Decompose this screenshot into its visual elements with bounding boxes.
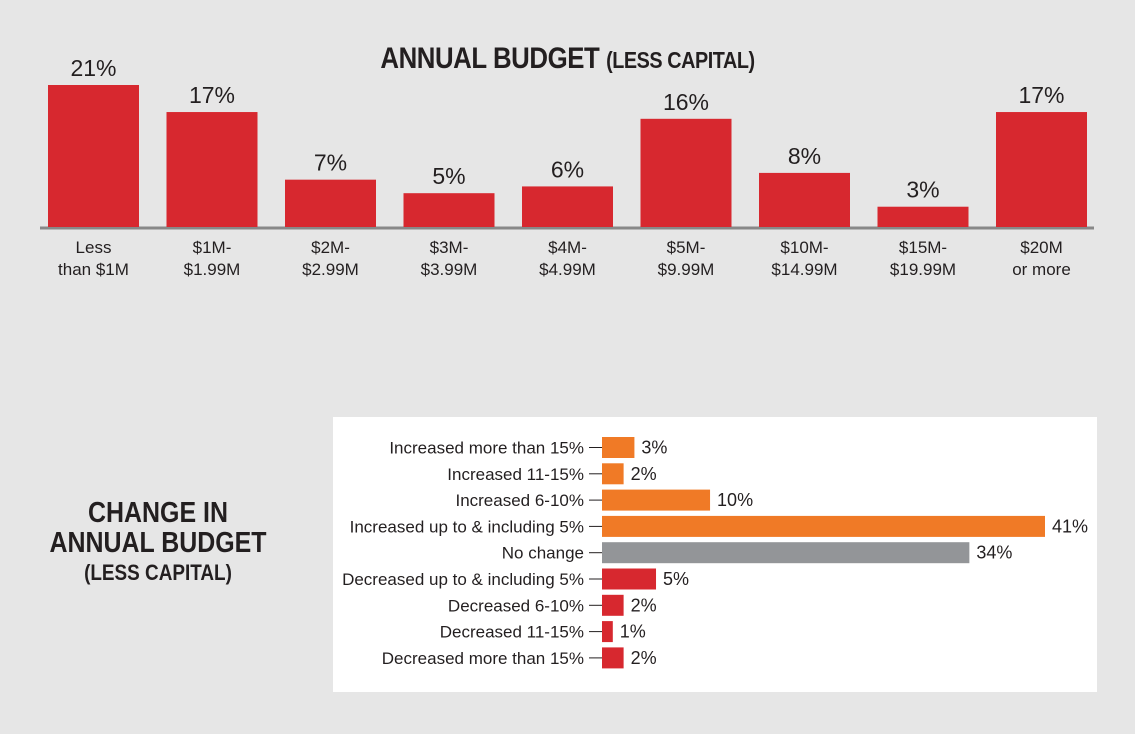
chart-title: ANNUAL BUDGET (LESS CAPITAL) [79, 42, 1055, 76]
x-tick-label: $1.99M [184, 260, 241, 279]
bar [602, 437, 635, 458]
x-tick-label: $14.99M [771, 260, 837, 279]
bar [403, 193, 495, 227]
bar [602, 489, 711, 511]
bar-value-label: 5% [432, 163, 465, 189]
bar-value-label: 41% [1052, 516, 1088, 536]
bar-value-label: 2% [631, 595, 657, 615]
bar [602, 594, 624, 616]
bar [602, 515, 1045, 537]
change-chart-title-line-2: ANNUAL BUDGET [49, 527, 267, 559]
change-chart-panel: Increased more than 15% 3% Increased 11-15… [333, 417, 1097, 692]
y-tick-label: Increased more than 15% [389, 439, 584, 458]
change-chart-subtitle: (LESS CAPITAL) [84, 560, 232, 585]
bar-value-label: 8% [788, 143, 821, 169]
y-tick-label: Increased 11-15% [447, 465, 584, 484]
y-tick-label: Increased up to & including 5% [350, 517, 584, 536]
bar [602, 463, 624, 485]
y-tick-label: No change [502, 544, 584, 563]
x-tick-label: $19.99M [890, 260, 956, 279]
bar [602, 542, 970, 564]
x-tick-label: than $1M [58, 260, 129, 279]
chart-title-main: ANNUAL BUDGET [380, 42, 600, 75]
bar-value-label: 1% [620, 622, 646, 642]
bar-value-label: 2% [631, 464, 657, 484]
bar [996, 112, 1087, 227]
bar-value-label: 2% [631, 648, 657, 668]
x-tick-label: $4M- [548, 238, 587, 257]
x-tick-label: Less [76, 238, 112, 257]
bar-value-label: 34% [976, 543, 1012, 563]
x-tick-label: $10M- [780, 238, 828, 257]
bar [48, 85, 139, 227]
bar [602, 621, 613, 643]
y-tick-label: Decreased 6-10% [448, 596, 584, 615]
x-tick-label: or more [1012, 260, 1071, 279]
x-tick-label: $3M- [430, 238, 469, 257]
y-tick-label: Decreased up to & including 5% [342, 570, 584, 589]
bar-value-label: 21% [70, 55, 116, 81]
bar [759, 172, 850, 227]
x-tick-label: $2.99M [302, 260, 359, 279]
bar-value-label: 16% [663, 89, 709, 115]
x-tick-label: $15M- [899, 238, 947, 257]
x-tick-label: $4.99M [539, 260, 596, 279]
bar [285, 179, 376, 227]
bar-value-label: 7% [314, 150, 347, 176]
y-tick-label: Decreased 11-15% [440, 623, 584, 642]
bar [602, 568, 657, 590]
x-tick-label: $3.99M [421, 260, 478, 279]
x-tick-label: $9.99M [658, 260, 715, 279]
x-tick-label: $1M- [193, 238, 232, 257]
bar [602, 647, 624, 669]
bar-value-label: 17% [1018, 82, 1064, 108]
bar [877, 206, 969, 227]
change-in-budget-bar-chart: Increased more than 15% 3% Increased 11-15… [342, 437, 1088, 669]
bar [522, 186, 613, 227]
y-tick-label: Increased 6-10% [455, 491, 584, 510]
annual-budget-bar-chart: 21% Less than $1M 17% $1M- $1.99M 7% $2M- $2.99M… [40, 55, 1094, 279]
bar [166, 112, 258, 227]
bar-value-label: 3% [906, 177, 939, 203]
bar-value-label: 5% [663, 569, 689, 589]
chart-subtitle: (LESS CAPITAL) [606, 47, 755, 73]
change-chart-title: CHANGE IN ANNUAL BUDGET (LESS CAPITAL) [18, 498, 298, 588]
bar-value-label: 3% [641, 438, 667, 458]
bar-value-label: 6% [551, 156, 584, 182]
bar [640, 118, 732, 227]
x-tick-label: $20M [1020, 238, 1063, 257]
change-chart-title-line-1: CHANGE IN [88, 497, 228, 529]
bar-value-label: 17% [189, 82, 235, 108]
bar-value-label: 10% [717, 490, 753, 510]
x-tick-label: $5M- [667, 238, 706, 257]
x-tick-label: $2M- [311, 238, 350, 257]
y-tick-label: Decreased more than 15% [382, 649, 584, 668]
